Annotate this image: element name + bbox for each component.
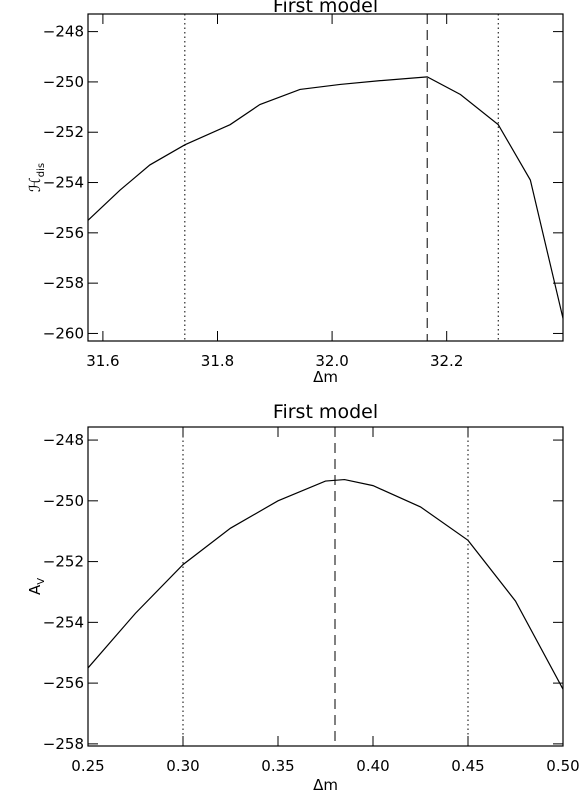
x-tick-label: 0.50 <box>546 757 579 775</box>
y-tick-label: −252 <box>43 123 84 141</box>
plot-frame <box>87 426 564 747</box>
chart-title: First model <box>273 401 378 423</box>
x-tick-label: 32.2 <box>430 352 463 370</box>
x-tick-label: 32.0 <box>315 352 348 370</box>
plot-frame <box>87 13 564 342</box>
y-axis-label-main: ℋ <box>26 177 44 192</box>
data-line <box>87 76 564 319</box>
x-tick-label: 0.30 <box>166 757 199 775</box>
y-tick-label: −256 <box>43 674 84 692</box>
y-tick-label: −254 <box>43 174 84 192</box>
y-tick-label: −248 <box>43 431 84 449</box>
chart-title: First model <box>273 0 378 17</box>
y-axis-label-sub: dis <box>36 163 47 177</box>
y-tick-label: −250 <box>43 492 84 510</box>
y-tick-label: −260 <box>43 324 84 342</box>
x-axis-label: Δm <box>313 368 338 386</box>
x-tick-label: 0.35 <box>261 757 294 775</box>
y-axis-label-sub: V <box>36 578 47 585</box>
x-tick-label: 0.40 <box>356 757 389 775</box>
data-line <box>87 478 564 690</box>
x-tick-label: 0.45 <box>451 757 484 775</box>
y-tick-label: −256 <box>43 224 84 242</box>
x-tick-label: 31.6 <box>86 352 119 370</box>
y-tick-label: −250 <box>43 73 84 91</box>
y-axis-label: AV <box>26 578 47 595</box>
y-tick-label: −252 <box>43 553 84 571</box>
y-tick-label: −258 <box>43 274 84 292</box>
x-tick-label: 0.25 <box>71 757 104 775</box>
x-tick-label: 31.8 <box>201 352 234 370</box>
x-axis-label: Δm <box>313 776 338 794</box>
y-tick-label: −248 <box>43 23 84 41</box>
y-tick-label: −254 <box>43 613 84 631</box>
y-axis-label-main: A <box>26 584 44 595</box>
y-axis-label: ℋdis <box>26 163 47 192</box>
y-tick-label: −258 <box>43 735 84 753</box>
